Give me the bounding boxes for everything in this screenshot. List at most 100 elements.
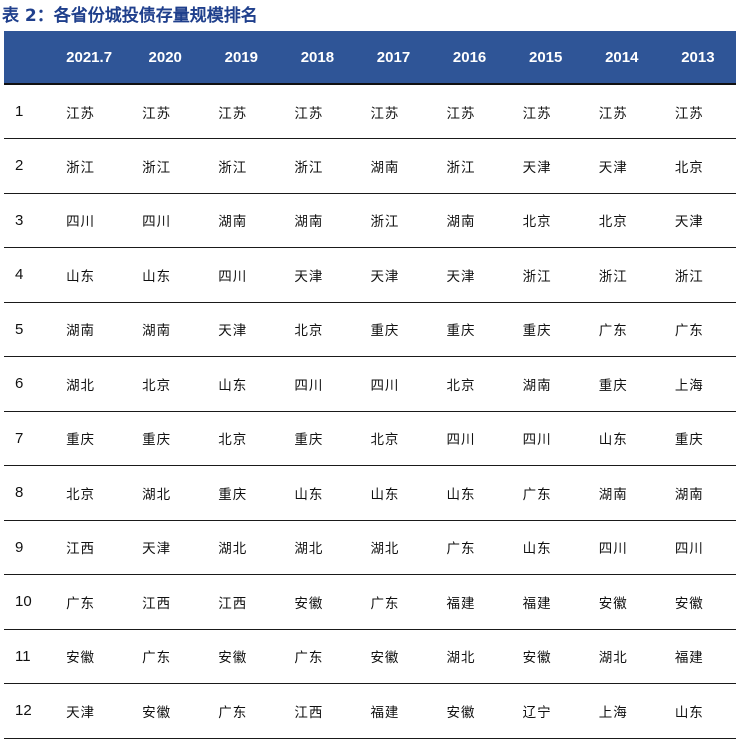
province-cell: 山东 bbox=[66, 268, 96, 285]
province-cell: 福建 bbox=[370, 704, 400, 721]
province-cell: 浙江 bbox=[218, 159, 248, 176]
province-cell: 浙江 bbox=[446, 159, 476, 176]
province-cell: 浙江 bbox=[142, 159, 172, 176]
table-body: 1 江苏 江苏 江苏 江苏 江苏 江苏 江苏 江苏 江苏 2 浙江 浙江 浙江 浙江 湖南 浙江 天津 天津 北京 3 四… bbox=[4, 84, 736, 738]
province-cell: 四川 bbox=[674, 541, 704, 558]
table-row: 2 浙江 浙江 浙江 浙江 湖南 浙江 天津 天津 北京 bbox=[4, 139, 736, 193]
province-cell: 安徽 bbox=[446, 704, 476, 721]
province-cell: 浙江 bbox=[598, 268, 628, 285]
table-row: 11 安徽 广东 安徽 广东 安徽 湖北 安徽 湖北 福建 bbox=[4, 629, 736, 684]
rank-cell: 8 bbox=[15, 484, 24, 502]
province-cell: 江苏 bbox=[294, 105, 324, 122]
table-row: 3 四川 四川 湖南 湖南 浙江 湖南 北京 北京 天津 bbox=[4, 193, 736, 248]
province-cell: 湖北 bbox=[218, 541, 248, 558]
rank-cell: 5 bbox=[15, 320, 24, 338]
table-caption: 表 2：各省份城投债存量规模排名 bbox=[2, 6, 258, 26]
province-cell: 山东 bbox=[598, 432, 628, 449]
province-cell: 北京 bbox=[370, 432, 400, 449]
province-cell: 四川 bbox=[446, 432, 476, 449]
table-row: 10 广东 江西 江西 安徽 广东 福建 福建 安徽 安徽 bbox=[4, 575, 736, 629]
province-cell: 广东 bbox=[218, 704, 248, 721]
province-cell: 湖南 bbox=[674, 486, 704, 503]
province-cell: 安徽 bbox=[674, 595, 704, 612]
province-cell: 四川 bbox=[294, 377, 324, 394]
province-cell: 江苏 bbox=[66, 105, 96, 122]
province-cell: 江西 bbox=[218, 595, 248, 612]
header-year: 2019 bbox=[203, 31, 280, 85]
province-cell: 重庆 bbox=[294, 432, 324, 449]
province-cell: 湖北 bbox=[66, 377, 96, 394]
province-cell: 湖北 bbox=[370, 541, 400, 558]
header-year: 2013 bbox=[659, 31, 736, 85]
province-cell: 山东 bbox=[370, 486, 400, 503]
rank-cell: 4 bbox=[15, 266, 24, 284]
province-cell: 北京 bbox=[66, 486, 96, 503]
province-cell: 广东 bbox=[370, 595, 400, 612]
province-cell: 山东 bbox=[674, 704, 704, 721]
table-row: 4 山东 山东 四川 天津 天津 天津 浙江 浙江 浙江 bbox=[4, 248, 736, 302]
province-cell: 江苏 bbox=[142, 105, 172, 122]
rank-cell: 2 bbox=[15, 157, 24, 175]
province-cell: 山东 bbox=[142, 268, 172, 285]
rank-cell: 12 bbox=[15, 702, 32, 720]
header-rank bbox=[4, 31, 52, 85]
header-year: 2016 bbox=[431, 31, 508, 85]
province-cell: 北京 bbox=[218, 432, 248, 449]
province-cell: 广东 bbox=[522, 486, 552, 503]
province-cell: 安徽 bbox=[66, 650, 96, 667]
province-cell: 四川 bbox=[370, 377, 400, 394]
province-cell: 广东 bbox=[674, 323, 704, 340]
province-cell: 北京 bbox=[674, 159, 704, 176]
header-row: 2021.7 2020 2019 2018 2017 2016 2015 2014 2013 bbox=[4, 31, 736, 85]
province-cell: 湖南 bbox=[294, 214, 324, 231]
province-cell: 湖南 bbox=[218, 214, 248, 231]
province-cell: 上海 bbox=[674, 377, 704, 394]
header-year: 2020 bbox=[127, 31, 204, 85]
province-cell: 湖南 bbox=[446, 214, 476, 231]
province-cell: 湖北 bbox=[142, 486, 172, 503]
header-year: 2017 bbox=[355, 31, 432, 85]
rank-cell: 7 bbox=[15, 429, 24, 447]
province-cell: 天津 bbox=[446, 268, 476, 285]
province-cell: 天津 bbox=[674, 214, 704, 231]
province-ranking-table: 2021.7 2020 2019 2018 2017 2016 2015 2014 2013 1… bbox=[4, 31, 736, 739]
header-year: 2015 bbox=[507, 31, 584, 85]
province-cell: 浙江 bbox=[66, 159, 96, 176]
province-cell: 江苏 bbox=[674, 105, 704, 122]
province-cell: 浙江 bbox=[674, 268, 704, 285]
province-cell: 江苏 bbox=[446, 105, 476, 122]
province-cell: 重庆 bbox=[522, 323, 552, 340]
province-cell: 湖北 bbox=[294, 541, 324, 558]
province-cell: 湖南 bbox=[370, 159, 400, 176]
province-cell: 北京 bbox=[446, 377, 476, 394]
header-year: 2014 bbox=[583, 31, 660, 85]
province-cell: 北京 bbox=[598, 214, 628, 231]
province-cell: 湖南 bbox=[142, 323, 172, 340]
rank-cell: 3 bbox=[15, 211, 24, 229]
province-cell: 湖南 bbox=[522, 377, 552, 394]
province-cell: 天津 bbox=[370, 268, 400, 285]
province-cell: 江苏 bbox=[522, 105, 552, 122]
province-cell: 重庆 bbox=[446, 323, 476, 340]
rank-cell: 11 bbox=[15, 647, 31, 665]
rank-cell: 1 bbox=[15, 103, 24, 120]
province-cell: 安徽 bbox=[522, 650, 552, 667]
province-cell: 湖南 bbox=[598, 486, 628, 503]
province-cell: 四川 bbox=[522, 432, 552, 449]
province-cell: 山东 bbox=[294, 486, 324, 503]
province-cell: 四川 bbox=[218, 268, 248, 285]
province-cell: 江西 bbox=[142, 595, 172, 612]
table-row: 5 湖南 湖南 天津 北京 重庆 重庆 重庆 广东 广东 bbox=[4, 302, 736, 357]
province-cell: 江苏 bbox=[370, 105, 400, 122]
province-cell: 重庆 bbox=[218, 486, 248, 503]
rank-cell: 6 bbox=[15, 375, 24, 393]
province-cell: 广东 bbox=[446, 541, 476, 558]
province-cell: 天津 bbox=[294, 268, 324, 285]
province-cell: 江苏 bbox=[598, 105, 628, 122]
province-cell: 山东 bbox=[218, 377, 248, 394]
table-row: 6 湖北 北京 山东 四川 四川 北京 湖南 重庆 上海 bbox=[4, 357, 736, 411]
province-cell: 重庆 bbox=[674, 432, 704, 449]
rank-cell: 10 bbox=[15, 593, 32, 611]
province-cell: 安徽 bbox=[598, 595, 628, 612]
province-cell: 天津 bbox=[522, 159, 552, 176]
